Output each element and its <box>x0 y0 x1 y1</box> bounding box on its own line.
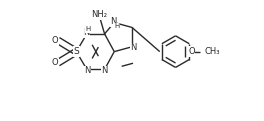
Text: H: H <box>86 26 91 32</box>
Text: O: O <box>51 36 58 45</box>
Text: N: N <box>101 66 108 76</box>
Text: O: O <box>188 47 195 56</box>
Text: H: H <box>114 23 119 29</box>
Text: S: S <box>73 47 79 56</box>
Text: N: N <box>130 43 137 52</box>
Text: CH₃: CH₃ <box>204 47 220 56</box>
Text: N: N <box>83 28 90 37</box>
Text: N: N <box>84 66 90 76</box>
Text: N: N <box>110 17 117 26</box>
Text: NH₂: NH₂ <box>91 10 107 19</box>
Text: O: O <box>51 58 58 67</box>
